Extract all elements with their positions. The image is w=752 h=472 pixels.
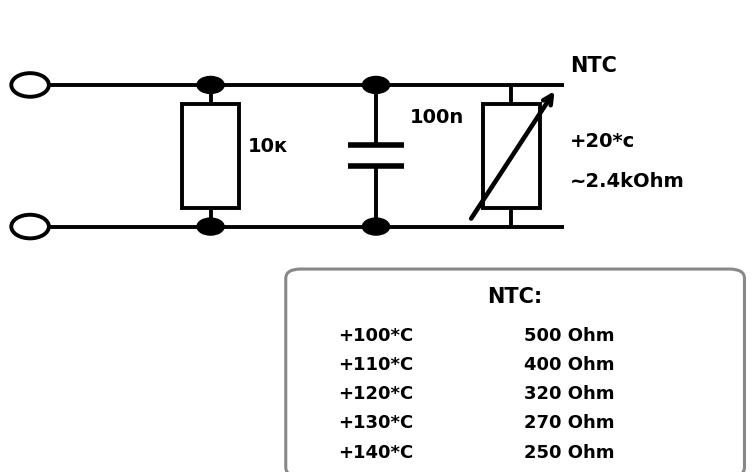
- Text: 500 Ohm: 500 Ohm: [523, 327, 614, 345]
- Text: NTC:: NTC:: [487, 287, 543, 307]
- Text: +120*C: +120*C: [338, 385, 414, 403]
- Text: +140*C: +140*C: [338, 444, 414, 462]
- Text: NTC: NTC: [570, 56, 617, 76]
- Text: ~2.4kOhm: ~2.4kOhm: [570, 172, 684, 191]
- Circle shape: [362, 76, 390, 93]
- FancyBboxPatch shape: [286, 269, 744, 472]
- Circle shape: [362, 218, 390, 235]
- Text: +130*C: +130*C: [338, 414, 414, 432]
- Circle shape: [197, 218, 224, 235]
- Bar: [183, 104, 239, 208]
- Circle shape: [11, 73, 49, 97]
- Circle shape: [11, 215, 49, 238]
- Text: 400 Ohm: 400 Ohm: [523, 356, 614, 374]
- Text: 250 Ohm: 250 Ohm: [523, 444, 614, 462]
- Text: 10к: 10к: [248, 137, 288, 156]
- Bar: [484, 104, 540, 208]
- Text: +100*C: +100*C: [338, 327, 414, 345]
- Text: 320 Ohm: 320 Ohm: [523, 385, 614, 403]
- Circle shape: [197, 76, 224, 93]
- Text: +110*C: +110*C: [338, 356, 414, 374]
- Text: 100n: 100n: [411, 108, 465, 126]
- Text: +20*c: +20*c: [570, 132, 635, 151]
- Text: 270 Ohm: 270 Ohm: [523, 414, 614, 432]
